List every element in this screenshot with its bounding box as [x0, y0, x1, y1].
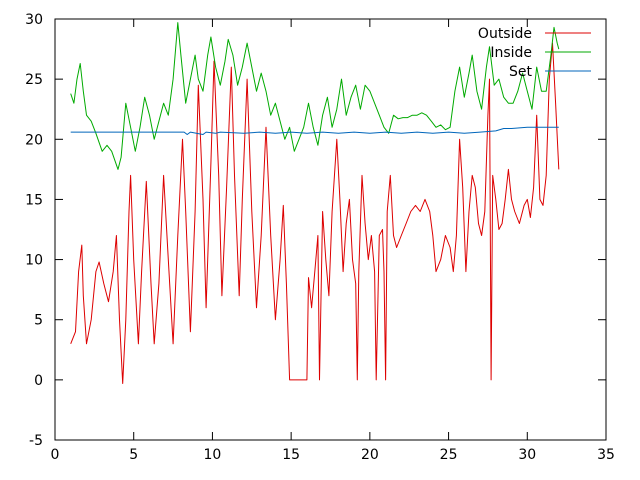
x-tick-label: 10 [204, 447, 222, 463]
x-tick-label: 20 [361, 447, 379, 463]
x-tick-label: 0 [51, 447, 60, 463]
series-line-set [70, 126, 559, 135]
axis-ticks: 0 5 10 15 20 25 30 35 -5 0 5 10 15 20 25 30 [25, 12, 615, 463]
legend-label-inside: Inside [490, 45, 532, 61]
x-tick-label: 30 [518, 447, 536, 463]
y-tick-label: 15 [25, 192, 43, 208]
x-tick-label: 5 [129, 447, 138, 463]
y-tick-label: -5 [29, 433, 43, 449]
series-line-inside [70, 22, 560, 170]
x-tick-label: 35 [597, 447, 615, 463]
series-line-outside [70, 42, 560, 384]
legend-label-outside: Outside [478, 26, 532, 42]
series-lines [70, 22, 560, 384]
y-tick-label: 10 [25, 253, 43, 269]
y-tick-label: 30 [25, 12, 43, 28]
y-tick-label: 20 [25, 132, 43, 148]
x-tick-label: 25 [440, 447, 458, 463]
y-tick-label: 25 [25, 72, 43, 88]
x-tick-label: 15 [282, 447, 300, 463]
plot-frame [54, 18, 607, 441]
legend: Outside Inside Set [478, 26, 591, 80]
y-tick-label: 5 [34, 313, 43, 329]
y-tick-label: 0 [34, 373, 43, 389]
legend-label-set: Set [509, 64, 533, 80]
